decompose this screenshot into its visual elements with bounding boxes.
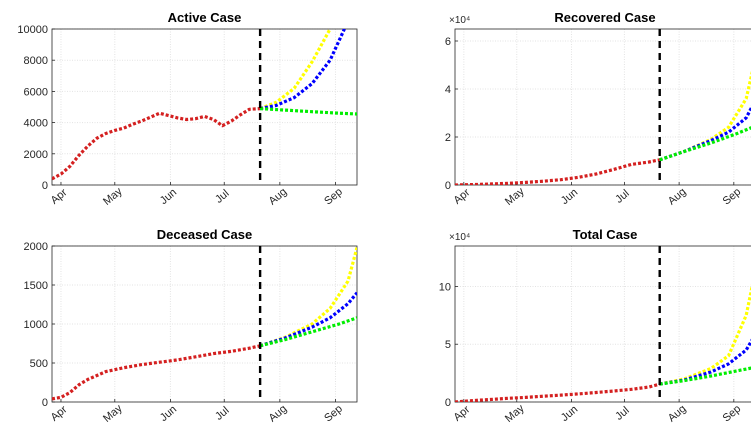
x-tick-label: May — [101, 185, 125, 208]
y-tick-label: 6 — [445, 36, 451, 48]
observed-series — [52, 107, 261, 181]
y-multiplier: ×10⁴ — [449, 15, 470, 26]
x-tick-label: Apr — [451, 403, 472, 423]
series-group — [455, 284, 751, 402]
y-tick-label: 6000 — [24, 86, 48, 98]
y-tick-label: 2000 — [24, 149, 48, 161]
y-tick-label: 0 — [445, 180, 451, 192]
x-tick-label: Aug — [267, 186, 290, 208]
y-tick-label: 1000 — [24, 319, 48, 331]
x-tick-label: May — [101, 402, 125, 425]
y-tick-label: 10000 — [17, 24, 48, 36]
x-tick-label: Jul — [613, 405, 631, 423]
active-case-panel: Apr May Jun Jul Aug Sep 0 2000 4000 6000 8000 10000… — [17, 10, 358, 208]
projection-yellow-series — [259, 29, 332, 111]
x-tick-label: Jun — [559, 403, 580, 424]
x-tick-label: Jul — [213, 188, 231, 206]
y-tick-label: 500 — [30, 358, 48, 370]
y-multiplier: ×10⁴ — [449, 232, 470, 243]
x-tick-label: Apr — [49, 186, 70, 206]
projection-green-series — [260, 107, 357, 116]
y-tick-label: 10 — [439, 281, 451, 293]
panel-title: Total Case — [573, 227, 638, 242]
x-tick-label: Aug — [666, 186, 689, 208]
y-tick-label: 8000 — [24, 55, 48, 67]
series-group — [52, 247, 357, 401]
projection-green-series — [259, 316, 357, 348]
x-tick-label: Jul — [213, 405, 231, 423]
plot-area — [455, 29, 751, 185]
x-tick-label: Sep — [322, 403, 345, 425]
series-group — [52, 29, 357, 181]
series-group — [455, 70, 751, 185]
x-tick-label: Jun — [158, 403, 179, 424]
x-tick-label: Sep — [721, 186, 744, 208]
x-tick-label: Aug — [666, 403, 689, 425]
y-tick-label: 4 — [445, 84, 451, 96]
axes-box — [454, 28, 751, 186]
y-tick-label: 4000 — [24, 118, 48, 130]
plot-area — [52, 29, 357, 185]
x-tick-label: Jun — [158, 186, 179, 207]
x-tick-label: Sep — [322, 186, 345, 208]
projection-green-series — [659, 126, 751, 162]
y-tick-label: 0 — [42, 397, 48, 409]
total-case-panel: Apr May Jun Jul Aug Sep 0 5 10 ×10⁴ Total Case — [439, 227, 751, 425]
x-tick-label: Jul — [613, 188, 631, 206]
x-tick-label: May — [503, 402, 527, 425]
observed-series — [52, 344, 261, 401]
y-tick-label: 1500 — [24, 280, 48, 292]
recovered-case-panel: Apr May Jun Jul Aug Sep 0 2 4 6 ×10⁴ Recovered Case — [445, 10, 751, 208]
plot-area — [455, 246, 751, 402]
x-tick-label: Jun — [559, 186, 580, 207]
x-tick-label: May — [503, 185, 527, 208]
observed-series — [455, 382, 661, 402]
panel-title: Recovered Case — [554, 10, 655, 25]
x-tick-label: Apr — [451, 186, 472, 206]
panel-title: Active Case — [168, 10, 242, 25]
axes-box — [51, 28, 358, 186]
y-tick-label: 5 — [445, 339, 451, 351]
deceased-case-panel: Apr May Jun Jul Aug Sep 0 500 1000 1500 2000 Deceas… — [24, 227, 358, 425]
axes-box — [454, 245, 751, 403]
observed-series — [455, 158, 661, 185]
y-tick-label: 2 — [445, 132, 451, 144]
projection-blue-series — [259, 29, 346, 111]
x-tick-label: Aug — [267, 403, 290, 425]
x-tick-label: Apr — [49, 403, 70, 423]
projection-green-series — [659, 366, 751, 386]
x-tick-label: Sep — [721, 403, 744, 425]
y-tick-label: 0 — [42, 180, 48, 192]
panel-title: Deceased Case — [157, 227, 252, 242]
y-tick-label: 2000 — [24, 241, 48, 253]
y-tick-label: 0 — [445, 397, 451, 409]
